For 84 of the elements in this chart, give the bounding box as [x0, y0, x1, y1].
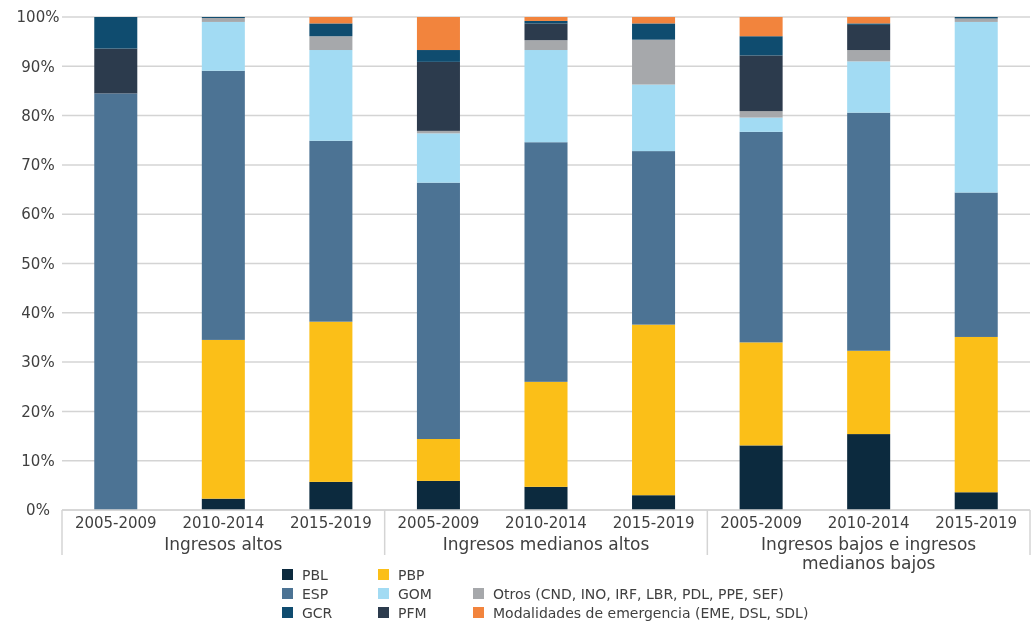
- x-tick-label: 2005-2009: [397, 514, 480, 532]
- bar: [847, 61, 891, 113]
- bar: [309, 17, 353, 24]
- y-tick-label: 70%: [21, 156, 55, 175]
- legend-label: Otros (CND, INO, IRF, LBR, PDL, PPE, SEF): [493, 585, 784, 602]
- bar: [954, 192, 998, 337]
- bar: [416, 480, 460, 510]
- bar: [739, 17, 783, 37]
- x-tick-label: 2005-2009: [720, 514, 802, 532]
- bar: [416, 439, 460, 481]
- text: Ingresos medianos altos: [442, 534, 650, 554]
- y-tick-label: 60%: [21, 205, 55, 224]
- legend-label: GOM: [398, 585, 432, 602]
- bar: [416, 133, 460, 183]
- bar: [632, 495, 676, 510]
- bar: [739, 117, 783, 132]
- bar: [416, 182, 460, 440]
- bar: [201, 70, 245, 340]
- bar: [524, 381, 568, 487]
- text: Ingresos altos: [164, 534, 283, 554]
- bar: [847, 434, 891, 510]
- bar: [632, 39, 676, 85]
- legend-label: ESP: [302, 585, 329, 602]
- bar: [309, 140, 353, 322]
- x-tick-label: 2010-2014: [827, 514, 910, 532]
- bar: [524, 142, 568, 382]
- y-tick-label: 100%: [16, 8, 60, 27]
- x-tick-label: 2010-2014: [505, 514, 587, 532]
- bar: [201, 339, 245, 499]
- x-tick-label: 2015-2019: [612, 514, 695, 532]
- x-tick-label: 2015-2019: [935, 514, 1018, 532]
- bar: [954, 21, 998, 193]
- y-tick-label: 90%: [21, 57, 55, 76]
- bar: [94, 17, 138, 49]
- bar: [309, 36, 353, 51]
- bar: [524, 23, 568, 41]
- bar: [954, 336, 998, 493]
- bar: [632, 17, 676, 24]
- text: Ingresos bajos e ingresos medianos bajos: [761, 534, 977, 573]
- bar: [309, 23, 353, 37]
- y-tick-label: 40%: [21, 304, 55, 323]
- bar: [632, 151, 676, 325]
- bar: [739, 342, 783, 446]
- legend-label: PBL: [302, 566, 329, 583]
- y-tick-label: 20%: [21, 402, 55, 421]
- bar: [201, 17, 245, 22]
- bar: [739, 111, 783, 118]
- bar: [201, 21, 245, 71]
- bar: [739, 131, 783, 343]
- x-tick-label: 2015-2019: [290, 514, 372, 532]
- bar: [739, 445, 783, 510]
- bar: [309, 50, 353, 141]
- bar: [416, 50, 460, 62]
- legend-label: GCR: [302, 604, 333, 621]
- bar: [524, 40, 568, 51]
- bar: [94, 48, 138, 94]
- bar: [309, 481, 353, 510]
- bar: [416, 61, 460, 131]
- y-tick-label: 0%: [26, 501, 50, 520]
- bar: [632, 324, 676, 496]
- bar: [847, 17, 891, 24]
- bar: [847, 50, 891, 62]
- legend-label: PBP: [398, 566, 425, 583]
- legend-label: PFM: [398, 604, 427, 621]
- bar: [94, 93, 138, 510]
- bar: [847, 24, 891, 51]
- bar: [954, 492, 998, 510]
- x-tick-label: 2010-2014: [182, 514, 265, 532]
- bar: [309, 321, 353, 482]
- bar: [524, 50, 568, 143]
- bar: [739, 55, 783, 112]
- y-tick-label: 10%: [21, 451, 55, 470]
- bar: [632, 84, 676, 152]
- legend-label: Modalidades de emergencia (EME, DSL, SDL): [493, 604, 809, 621]
- bar: [847, 350, 891, 435]
- x-tick-label: 2005-2009: [74, 514, 157, 532]
- bar: [524, 486, 568, 510]
- y-tick-label: 50%: [21, 254, 55, 273]
- y-tick-label: 30%: [21, 353, 55, 372]
- bar: [739, 36, 783, 56]
- bar: [416, 17, 460, 51]
- bar: [632, 23, 676, 40]
- y-tick-label: 80%: [21, 106, 55, 125]
- bar: [847, 112, 891, 351]
